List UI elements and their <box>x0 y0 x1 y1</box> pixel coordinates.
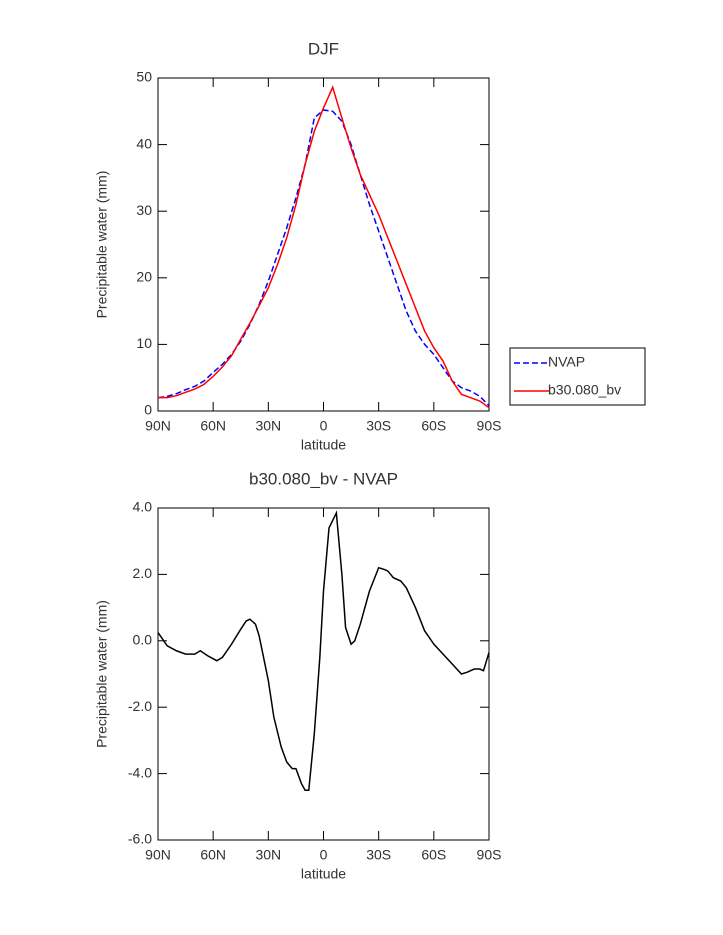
legend-box <box>509 347 646 406</box>
x-tick-label: 90N <box>145 847 171 863</box>
x-tick-label: 60S <box>421 847 446 863</box>
x-tick-label: 60N <box>200 418 226 434</box>
x-tick-label: 30N <box>255 418 281 434</box>
chart-title: DJF <box>308 39 339 58</box>
legend-label: b30.080_bv <box>548 382 621 398</box>
y-tick-label: 30 <box>136 202 152 218</box>
y-tick-label: 4.0 <box>133 499 153 515</box>
x-tick-label: 30S <box>366 847 391 863</box>
x-tick-label: 60S <box>421 418 446 434</box>
chart-title: b30.080_bv - NVAP <box>249 469 398 488</box>
plot-frame <box>157 507 490 841</box>
y-tick-label: -6.0 <box>128 831 152 847</box>
y-tick-label: 0 <box>144 402 152 418</box>
data-line <box>158 85 490 409</box>
data-line <box>157 109 490 407</box>
y-tick-label: 0.0 <box>133 632 153 648</box>
x-tick-label: 0 <box>320 418 328 434</box>
y-axis-label: Precipitable water (mm) <box>94 600 110 748</box>
y-tick-label: 20 <box>136 269 152 285</box>
y-tick-label: -2.0 <box>128 698 152 714</box>
legend-label: NVAP <box>548 354 585 370</box>
x-axis-label: latitude <box>301 866 346 882</box>
plot-frame <box>157 77 490 412</box>
x-tick-label: 30S <box>366 418 391 434</box>
y-tick-label: 50 <box>136 69 152 85</box>
x-tick-label: 0 <box>320 847 328 863</box>
y-tick-label: 2.0 <box>133 565 153 581</box>
y-tick-label: 40 <box>136 135 152 151</box>
y-tick-label: 10 <box>136 335 152 351</box>
x-tick-label: 60N <box>200 847 226 863</box>
data-line <box>157 510 490 791</box>
x-axis-label: latitude <box>301 437 346 453</box>
x-tick-label: 90N <box>145 418 171 434</box>
y-axis-label: Precipitable water (mm) <box>94 171 110 319</box>
x-tick-label: 30N <box>255 847 281 863</box>
y-tick-label: -4.0 <box>128 764 152 780</box>
x-tick-label: 90S <box>477 847 502 863</box>
x-tick-label: 90S <box>477 418 502 434</box>
